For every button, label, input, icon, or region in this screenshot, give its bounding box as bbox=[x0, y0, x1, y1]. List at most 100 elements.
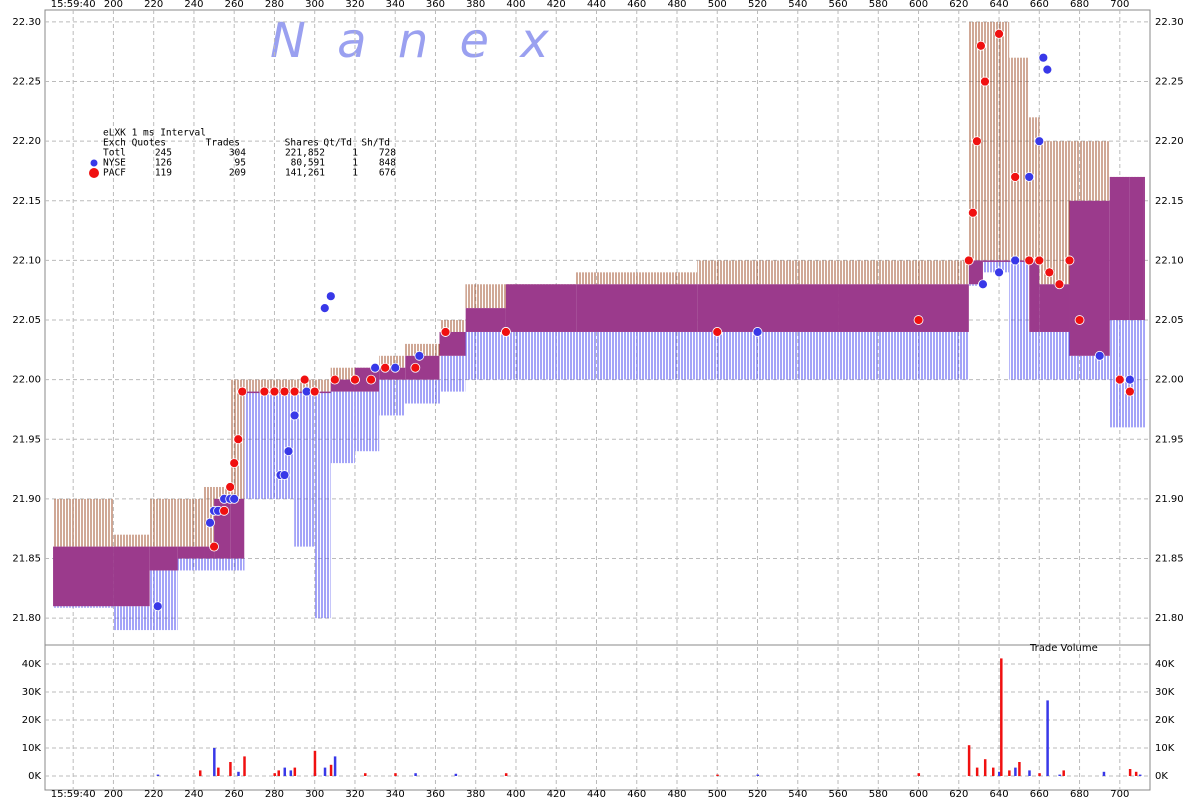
trade-dot bbox=[279, 470, 290, 480]
bid-band bbox=[214, 558, 231, 571]
x-tick-label: 340 bbox=[386, 789, 405, 800]
stats-cell: 126 bbox=[155, 158, 172, 169]
y-tick-label: 22.25 bbox=[1155, 77, 1184, 88]
trade-dot bbox=[501, 327, 511, 337]
spread-band bbox=[149, 546, 178, 571]
legend-dot bbox=[89, 168, 99, 178]
volume-bar bbox=[454, 773, 458, 776]
x-tick-label: 400 bbox=[506, 789, 525, 800]
volume-bar bbox=[217, 767, 220, 776]
x-tick-label: 440 bbox=[587, 789, 606, 800]
x-tick-label: 680 bbox=[1070, 0, 1089, 10]
trade-dot bbox=[1094, 350, 1105, 361]
trade-dot bbox=[205, 517, 215, 528]
y-tick-label: 21.90 bbox=[12, 494, 41, 505]
spread-band bbox=[439, 331, 466, 356]
stats-cell: 1 bbox=[352, 168, 358, 179]
x-tick-label: 300 bbox=[305, 789, 324, 800]
stats-cell: 1 bbox=[352, 148, 358, 159]
ask-band bbox=[113, 534, 150, 547]
spread-band bbox=[505, 284, 577, 332]
bid-band bbox=[294, 391, 315, 547]
bid-band bbox=[697, 331, 839, 380]
x-tick-label: 660 bbox=[1030, 789, 1049, 800]
x-tick-label: 660 bbox=[1030, 0, 1049, 10]
trade-dot bbox=[152, 601, 163, 612]
volume-bar bbox=[1014, 767, 1017, 776]
stats-cell: Totl bbox=[103, 148, 126, 159]
y-tick-label: 21.80 bbox=[12, 613, 41, 624]
x-tick-label: 440 bbox=[587, 0, 606, 10]
trade-dot bbox=[1044, 267, 1055, 278]
bid-band bbox=[505, 331, 577, 380]
spread-band bbox=[177, 546, 205, 559]
stats-cell: 119 bbox=[155, 168, 172, 179]
volume-bar bbox=[967, 745, 971, 776]
stats-cell: 141,261 bbox=[285, 168, 325, 179]
trade-dot bbox=[390, 362, 401, 373]
spread-band bbox=[968, 260, 983, 285]
spread-band bbox=[465, 308, 506, 332]
volume-bar bbox=[394, 773, 397, 776]
x-tick-label: 240 bbox=[184, 0, 203, 10]
volume-bar bbox=[998, 771, 1001, 776]
bid-band bbox=[982, 260, 1010, 273]
volume-bar bbox=[1008, 770, 1011, 776]
x-tick-label: 580 bbox=[869, 789, 888, 800]
volume-bar bbox=[1138, 774, 1142, 776]
trade-dot bbox=[237, 386, 248, 397]
y2-tick-label: 0K bbox=[1155, 771, 1168, 782]
spread-band bbox=[1129, 176, 1144, 321]
volume-bar bbox=[983, 759, 987, 776]
x-tick-label: 320 bbox=[345, 789, 364, 800]
volume-bar bbox=[213, 748, 216, 776]
x-tick-label: 15:59:40 bbox=[51, 789, 96, 800]
y-tick-label: 22.10 bbox=[1155, 255, 1184, 266]
trade-dot bbox=[229, 494, 240, 504]
volume-bar bbox=[1134, 771, 1138, 776]
volume-label: Trade Volume bbox=[1029, 643, 1098, 654]
trade-dot bbox=[1024, 172, 1035, 182]
volume-bar bbox=[323, 767, 327, 776]
trade-dot bbox=[229, 458, 240, 469]
bid-band bbox=[838, 331, 969, 380]
trade-dot bbox=[1038, 52, 1049, 63]
trade-dot bbox=[414, 350, 425, 361]
stats-cell: 209 bbox=[229, 168, 246, 179]
stats-cell: 304 bbox=[229, 148, 246, 159]
spread-band bbox=[1039, 284, 1070, 332]
volume-bar bbox=[277, 770, 280, 776]
bid-band bbox=[1039, 331, 1070, 380]
x-tick-label: 560 bbox=[828, 789, 847, 800]
volume-bar bbox=[1046, 700, 1049, 776]
y2-tick-label: 20K bbox=[1155, 715, 1175, 726]
x-tick-label: 380 bbox=[466, 0, 485, 10]
y2-tick-label: 0K bbox=[28, 771, 41, 782]
trade-dot bbox=[967, 207, 978, 218]
stats-header: Shares bbox=[285, 138, 319, 149]
y-tick-label: 22.25 bbox=[12, 77, 41, 88]
ask-band bbox=[439, 320, 466, 332]
x-tick-label: 620 bbox=[949, 0, 968, 10]
volume-bar bbox=[756, 774, 760, 776]
x-tick-label: 260 bbox=[225, 789, 244, 800]
bid-band bbox=[330, 391, 355, 464]
y2-tick-label: 10K bbox=[1155, 743, 1175, 754]
x-tick-label: 500 bbox=[708, 0, 727, 10]
x-tick-label: 700 bbox=[1110, 789, 1129, 800]
ask-band bbox=[465, 284, 506, 309]
volume-bar bbox=[293, 767, 297, 776]
ask-band bbox=[1039, 141, 1070, 285]
x-tick-label: 620 bbox=[949, 789, 968, 800]
stats-cell: 1 bbox=[352, 158, 358, 169]
spread-band bbox=[379, 367, 406, 380]
spread-band bbox=[314, 391, 331, 394]
x-tick-label: 560 bbox=[828, 0, 847, 10]
bid-band bbox=[968, 284, 983, 286]
bid-band bbox=[177, 558, 205, 571]
trade-dot bbox=[350, 374, 360, 385]
ask-band bbox=[1069, 141, 1110, 201]
x-tick-label: 520 bbox=[748, 0, 767, 10]
trade-dot bbox=[289, 386, 300, 397]
